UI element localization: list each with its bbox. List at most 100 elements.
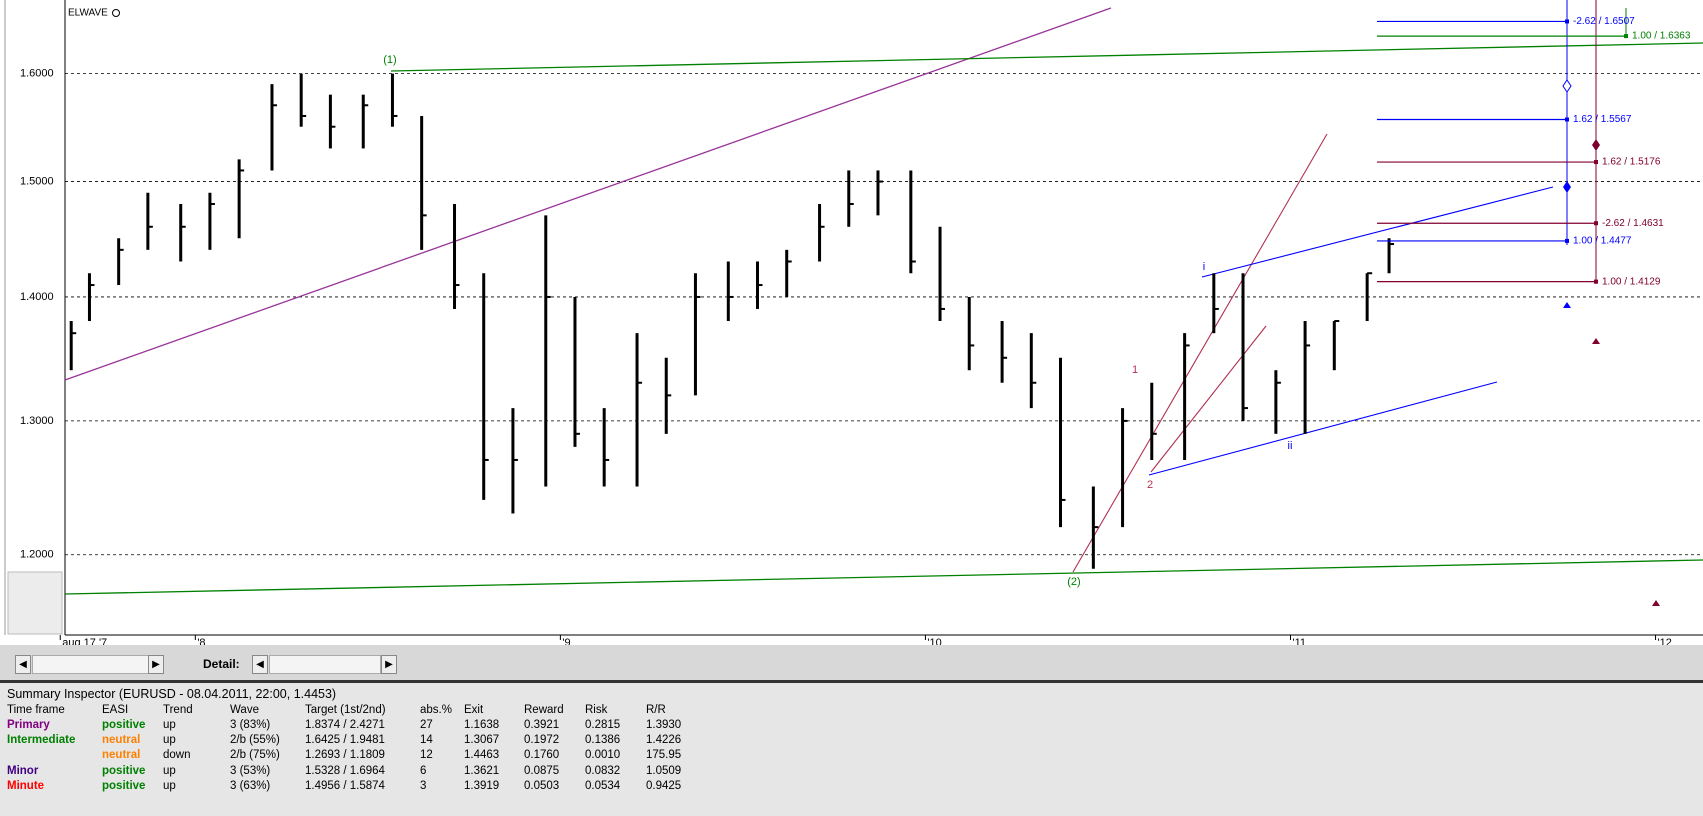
table-cell: 27 xyxy=(420,719,433,731)
table-cell: 3 (83%) xyxy=(230,719,271,731)
target-marker xyxy=(1563,302,1571,308)
trend-line xyxy=(64,559,1703,595)
table-cell: Trend xyxy=(163,704,193,716)
table-cell: 1.4956 / 1.5874 xyxy=(305,779,385,792)
table-cell: 3 (63%) xyxy=(230,779,271,792)
wave-label: (1) xyxy=(383,54,396,66)
table-cell: 175.95 xyxy=(646,749,682,762)
table-cell: 0.1972 xyxy=(524,734,560,747)
table-cell: 0.0832 xyxy=(585,764,621,777)
table-cell: up xyxy=(163,734,176,747)
x-tick-label: '9 xyxy=(562,637,570,645)
x-tick-label: '12 xyxy=(1658,637,1672,645)
table-cell: 1.4463 xyxy=(464,749,500,762)
table-cell: Intermediate xyxy=(7,734,76,747)
target-marker xyxy=(1592,338,1600,344)
table-cell: 1.6425 / 1.9481 xyxy=(305,734,385,747)
level-marker xyxy=(1594,160,1598,165)
chart: ELWAVE (1) (2) 1 2 i ii 1.2000 1.3000 1.40… xyxy=(0,0,1703,645)
table-cell: 0.0534 xyxy=(585,779,621,792)
level-marker xyxy=(1594,279,1598,284)
wave-label: 2 xyxy=(1147,479,1153,491)
table-cell: 6 xyxy=(420,764,427,777)
table-cell: up xyxy=(163,719,176,731)
table-cell: 1.3067 xyxy=(464,734,500,747)
table-cell: 1.4226 xyxy=(646,734,682,747)
level-label: 1.00 / 1.4477 xyxy=(1573,236,1632,247)
table-cell: 1.2693 / 1.1809 xyxy=(305,749,385,762)
level-label: 1.00 / 1.4129 xyxy=(1602,276,1661,287)
table-cell: Time frame xyxy=(7,704,65,716)
detail-label: Detail: xyxy=(203,657,240,671)
trend-line xyxy=(1072,133,1328,573)
table-cell: 0.1760 xyxy=(524,749,560,762)
table-cell: 1.3930 xyxy=(646,719,682,731)
scroll-right[interactable]: ▶ xyxy=(148,655,164,674)
y-tick-label: 1.5000 xyxy=(20,175,54,187)
table-cell: Minute xyxy=(7,779,45,792)
y-tick-label: 1.6000 xyxy=(20,68,54,80)
table-cell: up xyxy=(163,764,176,777)
table-cell: 1.0509 xyxy=(646,764,682,777)
table-cell: 12 xyxy=(420,749,433,762)
wave-label: i xyxy=(1203,261,1205,273)
trend-line xyxy=(390,42,1703,72)
table-cell: Primary xyxy=(7,719,50,731)
table-cell: neutral xyxy=(102,749,141,762)
x-tick-label: '10 xyxy=(927,637,941,645)
scroll-left[interactable]: ◀ xyxy=(15,655,31,674)
level-marker xyxy=(1565,19,1569,24)
table-cell: positive xyxy=(102,719,146,731)
table-cell: 0.0875 xyxy=(524,764,560,777)
level-label: 1.62 / 1.5567 xyxy=(1573,114,1632,125)
table-cell: Exit xyxy=(464,704,484,716)
wave-overlay xyxy=(64,0,1703,606)
level-marker xyxy=(1565,117,1569,122)
table-cell: Minor xyxy=(7,764,39,777)
scrollbar: ◀ ▶ Detail: ◀ ▶ xyxy=(0,645,1703,680)
table-cell: 2/b (75%) xyxy=(230,749,280,762)
title-icon xyxy=(112,9,120,17)
target-marker xyxy=(1652,600,1660,606)
detail-right[interactable]: ▶ xyxy=(381,655,397,674)
detail-left[interactable]: ◀ xyxy=(252,655,268,674)
scroll-track[interactable] xyxy=(32,655,149,674)
trend-line xyxy=(1201,186,1554,278)
table-cell: R/R xyxy=(646,704,666,716)
x-tick-label: '8 xyxy=(197,637,205,645)
table-cell: Risk xyxy=(585,704,608,716)
table-cell: up xyxy=(163,779,176,792)
target-marker xyxy=(1563,181,1571,193)
table-cell: Reward xyxy=(524,704,564,716)
table-cell: positive xyxy=(102,764,146,777)
table-cell: Wave xyxy=(230,704,259,716)
table-cell: neutral xyxy=(102,734,141,747)
x-tick-label: '11 xyxy=(1292,637,1306,645)
level-label: -2.62 / 1.4631 xyxy=(1602,218,1664,229)
summary-panel: Summary Inspector (EURUSD - 08.04.2011, … xyxy=(0,680,1703,816)
table-cell: 3 xyxy=(420,779,427,792)
detail-track[interactable] xyxy=(269,655,381,674)
level-marker xyxy=(1594,221,1598,226)
table-cell: 1.1638 xyxy=(464,719,500,731)
table-cell: Target (1st/2nd) xyxy=(305,704,386,716)
axis-corner xyxy=(7,571,63,635)
table-cell: 0.3921 xyxy=(524,719,560,731)
level-marker xyxy=(1624,34,1628,39)
table-cell: positive xyxy=(102,779,146,792)
wave-label: ii xyxy=(1288,440,1293,452)
table-cell: 0.0010 xyxy=(585,749,621,762)
table-cell: 0.9425 xyxy=(646,779,682,792)
y-tick-label: 1.4000 xyxy=(20,291,54,303)
y-tick-label: 1.3000 xyxy=(20,415,54,427)
level-label: 1.00 / 1.6363 xyxy=(1632,31,1691,42)
table-cell: 1.5328 / 1.6964 xyxy=(305,764,385,777)
table-cell: EASI xyxy=(102,704,129,716)
x-tick-label: aug 17 '7 xyxy=(62,637,107,645)
level-label: 1.62 / 1.5176 xyxy=(1602,157,1661,168)
table-cell: 0.1386 xyxy=(585,734,621,747)
table-cell: 2/b (55%) xyxy=(230,734,280,747)
chart-title: ELWAVE xyxy=(68,8,108,19)
table-cell: 1.3919 xyxy=(464,779,500,792)
trend-line xyxy=(64,7,1112,381)
